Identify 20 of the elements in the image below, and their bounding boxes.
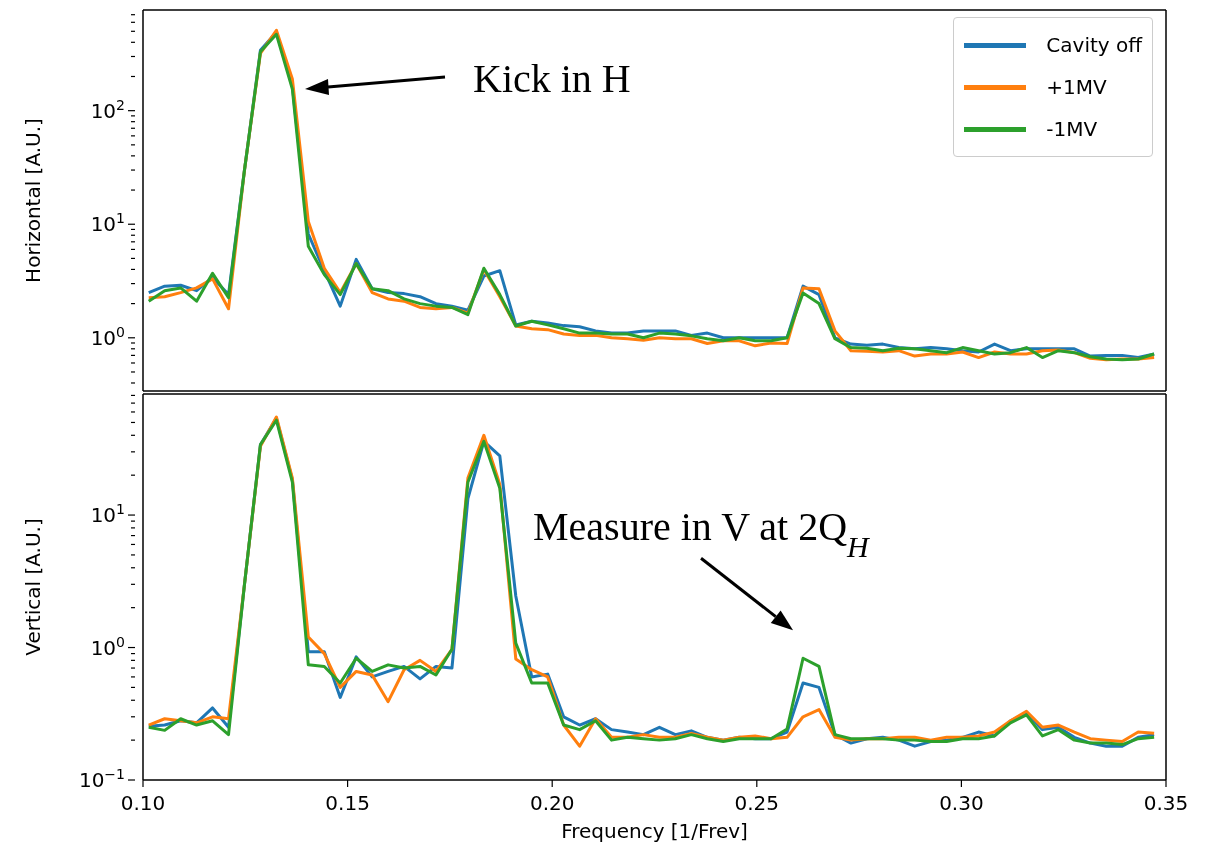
x-axis-title: Frequency [1/Frev]: [561, 819, 748, 843]
y-tick-label: 10$^{0}$: [90, 323, 125, 350]
x-tick-label: 0.30: [939, 791, 984, 815]
x-tick-label: 0.15: [325, 791, 370, 815]
y-tick-label: 10$^{1}$: [90, 501, 125, 528]
annotation: Kick in H: [473, 56, 631, 101]
y-tick-label: 10$^{−1}$: [78, 766, 125, 792]
x-tick-label: 0.20: [529, 791, 575, 815]
legend-label: +1MV: [1046, 75, 1107, 99]
y-tick-label: 10$^{0}$: [90, 633, 125, 660]
y-axis-title: Vertical [A.U.]: [21, 518, 46, 656]
x-tick-label: 0.35: [1143, 791, 1189, 815]
y-tick-label: 10$^{2}$: [90, 96, 125, 123]
y-tick-label: 10$^{1}$: [90, 210, 125, 237]
x-tick-label: 0.25: [734, 791, 780, 815]
annotation: Measure in V at 2Q$_{H}$: [533, 504, 872, 563]
legend-label: Cavity off: [1046, 33, 1142, 57]
y-axis-title: Horizontal [A.U.]: [21, 118, 46, 283]
x-tick-label: 0.10: [120, 791, 166, 815]
legend-label: -1MV: [1046, 117, 1098, 141]
